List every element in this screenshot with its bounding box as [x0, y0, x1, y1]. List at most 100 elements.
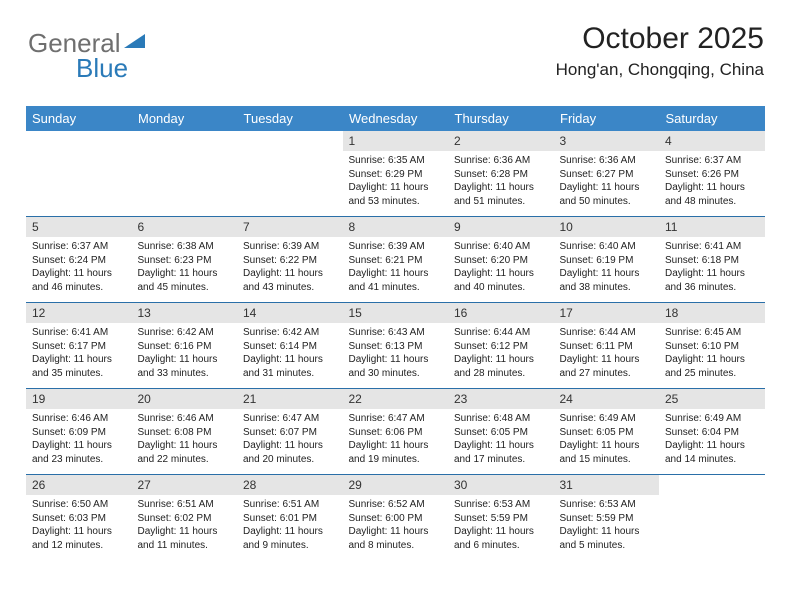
weekday-header: Tuesday: [237, 106, 343, 131]
sunset-text: Sunset: 6:27 PM: [560, 168, 654, 182]
day-info: Sunrise: 6:52 AMSunset: 6:00 PMDaylight:…: [343, 495, 449, 560]
day-info: Sunrise: 6:48 AMSunset: 6:05 PMDaylight:…: [448, 409, 554, 474]
calendar-day-cell: 10Sunrise: 6:40 AMSunset: 6:19 PMDayligh…: [554, 217, 660, 303]
calendar-day-cell: [237, 131, 343, 217]
sunrise-text: Sunrise: 6:42 AM: [243, 326, 337, 340]
day-info: Sunrise: 6:45 AMSunset: 6:10 PMDaylight:…: [659, 323, 765, 388]
daylight-text: Daylight: 11 hours and 9 minutes.: [243, 525, 337, 552]
daylight-text: Daylight: 11 hours and 28 minutes.: [454, 353, 548, 380]
day-info: Sunrise: 6:40 AMSunset: 6:19 PMDaylight:…: [554, 237, 660, 302]
day-number: 7: [237, 217, 343, 237]
daylight-text: Daylight: 11 hours and 43 minutes.: [243, 267, 337, 294]
day-info: Sunrise: 6:49 AMSunset: 6:05 PMDaylight:…: [554, 409, 660, 474]
daylight-text: Daylight: 11 hours and 50 minutes.: [560, 181, 654, 208]
sunrise-text: Sunrise: 6:36 AM: [560, 154, 654, 168]
day-number: 9: [448, 217, 554, 237]
daylight-text: Daylight: 11 hours and 46 minutes.: [32, 267, 126, 294]
day-number: 19: [26, 389, 132, 409]
daylight-text: Daylight: 11 hours and 31 minutes.: [243, 353, 337, 380]
sunset-text: Sunset: 6:04 PM: [665, 426, 759, 440]
sunset-text: Sunset: 6:29 PM: [349, 168, 443, 182]
sunrise-text: Sunrise: 6:44 AM: [454, 326, 548, 340]
calendar-day-cell: 14Sunrise: 6:42 AMSunset: 6:14 PMDayligh…: [237, 303, 343, 389]
calendar-week-row: 26Sunrise: 6:50 AMSunset: 6:03 PMDayligh…: [26, 475, 765, 561]
calendar-day-cell: 6Sunrise: 6:38 AMSunset: 6:23 PMDaylight…: [132, 217, 238, 303]
daylight-text: Daylight: 11 hours and 35 minutes.: [32, 353, 126, 380]
day-info: Sunrise: 6:37 AMSunset: 6:24 PMDaylight:…: [26, 237, 132, 302]
daylight-text: Daylight: 11 hours and 40 minutes.: [454, 267, 548, 294]
sunrise-text: Sunrise: 6:41 AM: [32, 326, 126, 340]
sunrise-text: Sunrise: 6:44 AM: [560, 326, 654, 340]
day-info: Sunrise: 6:53 AMSunset: 5:59 PMDaylight:…: [554, 495, 660, 560]
calendar-day-cell: 26Sunrise: 6:50 AMSunset: 6:03 PMDayligh…: [26, 475, 132, 561]
sunrise-text: Sunrise: 6:47 AM: [349, 412, 443, 426]
sunset-text: Sunset: 6:26 PM: [665, 168, 759, 182]
calendar-day-cell: 24Sunrise: 6:49 AMSunset: 6:05 PMDayligh…: [554, 389, 660, 475]
day-number: 5: [26, 217, 132, 237]
logo-text-blue: Blue: [76, 53, 128, 84]
sunset-text: Sunset: 6:09 PM: [32, 426, 126, 440]
calendar-day-cell: 17Sunrise: 6:44 AMSunset: 6:11 PMDayligh…: [554, 303, 660, 389]
daylight-text: Daylight: 11 hours and 15 minutes.: [560, 439, 654, 466]
day-info: Sunrise: 6:49 AMSunset: 6:04 PMDaylight:…: [659, 409, 765, 474]
day-number: 26: [26, 475, 132, 495]
sunrise-text: Sunrise: 6:37 AM: [665, 154, 759, 168]
calendar-day-cell: 3Sunrise: 6:36 AMSunset: 6:27 PMDaylight…: [554, 131, 660, 217]
sunrise-text: Sunrise: 6:40 AM: [560, 240, 654, 254]
sunset-text: Sunset: 6:12 PM: [454, 340, 548, 354]
sunset-text: Sunset: 6:05 PM: [454, 426, 548, 440]
sunrise-text: Sunrise: 6:43 AM: [349, 326, 443, 340]
daylight-text: Daylight: 11 hours and 6 minutes.: [454, 525, 548, 552]
day-number: 4: [659, 131, 765, 151]
day-number: 6: [132, 217, 238, 237]
day-info: Sunrise: 6:41 AMSunset: 6:18 PMDaylight:…: [659, 237, 765, 302]
calendar-week-row: 1Sunrise: 6:35 AMSunset: 6:29 PMDaylight…: [26, 131, 765, 217]
sunrise-text: Sunrise: 6:49 AM: [560, 412, 654, 426]
sunset-text: Sunset: 6:19 PM: [560, 254, 654, 268]
daylight-text: Daylight: 11 hours and 48 minutes.: [665, 181, 759, 208]
sunset-text: Sunset: 6:03 PM: [32, 512, 126, 526]
sunset-text: Sunset: 5:59 PM: [560, 512, 654, 526]
sunrise-text: Sunrise: 6:39 AM: [349, 240, 443, 254]
day-info: Sunrise: 6:36 AMSunset: 6:28 PMDaylight:…: [448, 151, 554, 216]
daylight-text: Daylight: 11 hours and 12 minutes.: [32, 525, 126, 552]
sunset-text: Sunset: 6:07 PM: [243, 426, 337, 440]
day-number: 17: [554, 303, 660, 323]
daylight-text: Daylight: 11 hours and 25 minutes.: [665, 353, 759, 380]
calendar-day-cell: 11Sunrise: 6:41 AMSunset: 6:18 PMDayligh…: [659, 217, 765, 303]
daylight-text: Daylight: 11 hours and 36 minutes.: [665, 267, 759, 294]
sunset-text: Sunset: 6:13 PM: [349, 340, 443, 354]
daylight-text: Daylight: 11 hours and 8 minutes.: [349, 525, 443, 552]
day-number: 31: [554, 475, 660, 495]
day-info: Sunrise: 6:44 AMSunset: 6:12 PMDaylight:…: [448, 323, 554, 388]
weekday-header: Thursday: [448, 106, 554, 131]
weekday-header: Saturday: [659, 106, 765, 131]
calendar-day-cell: [132, 131, 238, 217]
calendar-day-cell: 20Sunrise: 6:46 AMSunset: 6:08 PMDayligh…: [132, 389, 238, 475]
weekday-header: Wednesday: [343, 106, 449, 131]
sunset-text: Sunset: 6:23 PM: [138, 254, 232, 268]
sunset-text: Sunset: 6:22 PM: [243, 254, 337, 268]
day-number: 29: [343, 475, 449, 495]
sunrise-text: Sunrise: 6:46 AM: [32, 412, 126, 426]
calendar-day-cell: 18Sunrise: 6:45 AMSunset: 6:10 PMDayligh…: [659, 303, 765, 389]
sunset-text: Sunset: 6:20 PM: [454, 254, 548, 268]
day-info: Sunrise: 6:42 AMSunset: 6:14 PMDaylight:…: [237, 323, 343, 388]
sunrise-text: Sunrise: 6:45 AM: [665, 326, 759, 340]
daylight-text: Daylight: 11 hours and 45 minutes.: [138, 267, 232, 294]
day-number: 28: [237, 475, 343, 495]
day-info: Sunrise: 6:51 AMSunset: 6:02 PMDaylight:…: [132, 495, 238, 560]
sunrise-text: Sunrise: 6:39 AM: [243, 240, 337, 254]
calendar-day-cell: 30Sunrise: 6:53 AMSunset: 5:59 PMDayligh…: [448, 475, 554, 561]
month-title: October 2025: [556, 22, 764, 56]
daylight-text: Daylight: 11 hours and 19 minutes.: [349, 439, 443, 466]
sunrise-text: Sunrise: 6:37 AM: [32, 240, 126, 254]
day-number: 14: [237, 303, 343, 323]
daylight-text: Daylight: 11 hours and 20 minutes.: [243, 439, 337, 466]
sunrise-text: Sunrise: 6:51 AM: [243, 498, 337, 512]
calendar-week-row: 12Sunrise: 6:41 AMSunset: 6:17 PMDayligh…: [26, 303, 765, 389]
day-number: 1: [343, 131, 449, 151]
calendar-day-cell: 15Sunrise: 6:43 AMSunset: 6:13 PMDayligh…: [343, 303, 449, 389]
weekday-header: Monday: [132, 106, 238, 131]
day-number: 18: [659, 303, 765, 323]
